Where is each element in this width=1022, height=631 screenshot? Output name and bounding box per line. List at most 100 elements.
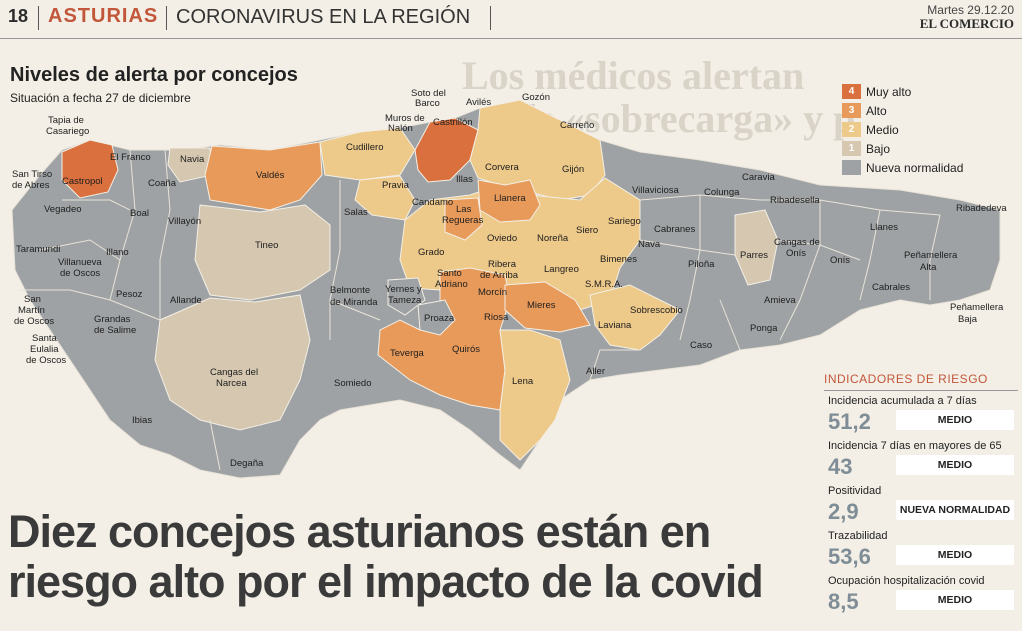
label-lena: Lena	[512, 376, 534, 387]
label-illas: Illas	[456, 174, 473, 185]
legend-item-alto: 3 Alto	[842, 101, 1012, 120]
label-yernes: Yernes y	[385, 284, 422, 295]
label-san-martin-2: Martín	[18, 305, 45, 316]
label-proaza: Proaza	[424, 313, 455, 324]
label-cangas-narcea: Cangas del	[210, 367, 258, 378]
muni-proaza	[417, 299, 456, 336]
risk-panel-title: INDICADORES DE RIESGO	[824, 372, 1018, 391]
map-title: Niveles de alerta por concejos	[10, 64, 298, 86]
label-onis: Onís	[830, 255, 850, 266]
indicator-value: 51,2	[828, 409, 871, 434]
label-pravia: Pravia	[382, 180, 410, 191]
label-caravia: Caravia	[742, 172, 775, 183]
label-allande: Allande	[170, 295, 202, 306]
background-headline-1: Los médicos alertan	[462, 53, 805, 98]
legend-label: Bajo	[866, 141, 891, 156]
label-yernes-2: Tameza	[388, 295, 422, 306]
indicator-value: 53,6	[828, 544, 871, 569]
label-degana: Degaña	[230, 458, 264, 469]
headline-line-2: riesgo alto por el impacto de la covid	[8, 556, 764, 607]
label-gijon: Gijón	[562, 164, 584, 175]
label-cangas-narcea-2: Narcea	[216, 378, 247, 389]
issue-date: Martes 29.12.20	[927, 3, 1014, 17]
label-villanueva: Villanueva	[58, 257, 102, 268]
label-tapia-2: Casariego	[46, 126, 89, 137]
label-soto: Soto del	[411, 88, 446, 99]
label-villanueva-2: de Oscos	[60, 268, 100, 279]
municipal-boundaries	[20, 149, 941, 471]
label-muros-2: Nalón	[388, 123, 413, 134]
label-sobrescobio: Sobrescobio	[630, 305, 683, 316]
label-penamellera-baja: Peñamellera	[950, 302, 1004, 313]
header-divider	[490, 6, 491, 30]
legend-swatch: 1	[842, 141, 861, 156]
muni-llanera	[477, 179, 541, 223]
label-navia: Navia	[180, 154, 205, 165]
label-smra: S.M.R.A.	[585, 279, 623, 290]
muni-mieres	[504, 281, 591, 333]
legend-item-muy-alto: 4 Muy alto	[842, 82, 1012, 101]
label-belmonte-2: de Miranda	[330, 297, 378, 308]
label-ibias: Ibias	[132, 415, 152, 426]
indicator-row: Incidencia 7 días en mayores de 65 43 ME…	[824, 440, 1018, 485]
indicator-value: 8,5	[828, 589, 859, 614]
label-nava: Nava	[638, 239, 661, 250]
indicator-row: Incidencia acumulada a 7 días 51,2 MEDIO	[824, 395, 1018, 440]
label-ribera: Ribera	[488, 259, 517, 270]
indicator-label: Incidencia 7 días en mayores de 65	[828, 440, 1002, 452]
header-rule	[0, 38, 1022, 39]
label-ponga: Ponga	[750, 323, 778, 334]
indicator-status: NUEVA NORMALIDAD	[896, 500, 1014, 520]
legend-item-bajo: 1 Bajo	[842, 139, 1012, 158]
label-santa-eulalia-2: Eulalia	[30, 344, 59, 355]
legend-swatch: 2	[842, 122, 861, 137]
label-gozon: Gozón	[522, 92, 550, 103]
label-amieva: Amieva	[764, 295, 796, 306]
label-santo-adriano-2: Adriano	[435, 279, 468, 290]
legend-label: Alto	[866, 103, 887, 118]
label-castropol: Castropol	[62, 176, 103, 187]
indicator-status: MEDIO	[896, 545, 1014, 565]
label-somiedo: Somiedo	[334, 378, 372, 389]
page-number: 18	[8, 6, 29, 26]
indicator-label: Positividad	[828, 485, 882, 497]
muni-lena	[499, 329, 571, 461]
indicator-status: MEDIO	[896, 590, 1014, 610]
label-villaviciosa: Villaviciosa	[632, 185, 680, 196]
label-vegadeo: Vegadeo	[44, 204, 82, 215]
map-labels: Tapia de Casariego El Franco Navia Valdé…	[12, 88, 1007, 469]
indicator-row: Trazabilidad 53,6 MEDIO	[824, 530, 1018, 575]
label-cangas-onis-2: Onís	[786, 248, 806, 259]
muni-castropol	[61, 139, 119, 199]
label-caso: Caso	[690, 340, 712, 351]
label-penamellera-alta: Peñamellera	[904, 250, 958, 261]
label-langreo: Langreo	[544, 264, 579, 275]
label-quiros: Quirós	[452, 344, 480, 355]
newspaper-name: EL COMERCIO	[919, 16, 1014, 31]
label-carreno: Carreño	[560, 120, 594, 131]
label-san-tirso-2: de Abres	[12, 180, 50, 191]
label-santa-eulalia: Santa	[32, 333, 58, 344]
label-norena: Noreña	[537, 233, 569, 244]
label-siero: Siero	[576, 225, 598, 236]
label-cangas-onis: Cangas de	[774, 237, 820, 248]
label-regueras-2: Regueras	[442, 215, 483, 226]
label-sariego: Sariego	[608, 216, 641, 227]
label-bimenes: Bimenes	[600, 254, 637, 265]
label-grandas-2: de Salime	[94, 325, 136, 336]
article-headline: Diez concejos asturianos están en riesgo…	[8, 507, 818, 607]
indicator-row: Ocupación hospitalización covid 8,5 MEDI…	[824, 575, 1018, 620]
indicator-row: Positividad 2,9 NUEVA NORMALIDAD	[824, 485, 1018, 530]
indicator-label: Trazabilidad	[828, 530, 888, 542]
indicator-label: Incidencia acumulada a 7 días	[828, 395, 977, 407]
label-ribera-2: de Arriba	[480, 270, 519, 281]
label-teverga: Teverga	[390, 348, 425, 359]
label-colunga: Colunga	[704, 187, 740, 198]
label-parres: Parres	[740, 250, 768, 261]
label-candamo: Candamo	[412, 197, 453, 208]
label-pesoz: Pesoz	[116, 289, 143, 300]
label-taramundi: Taramundi	[16, 244, 60, 255]
indicator-label: Ocupación hospitalización covid	[828, 575, 985, 587]
map-subtitle: Situación a fecha 27 de diciembre	[10, 91, 191, 105]
legend-label: Muy alto	[866, 84, 912, 99]
